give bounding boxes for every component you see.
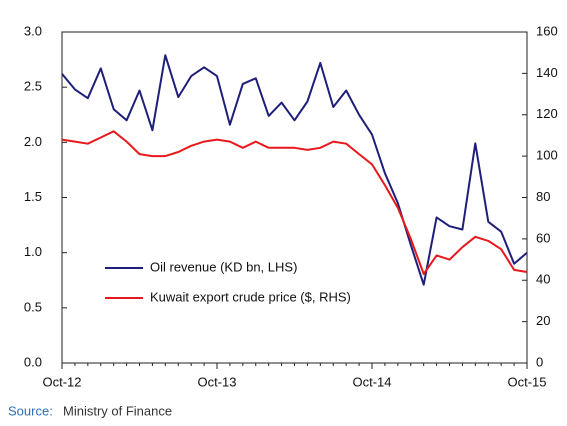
y-tick-label: 2.5: [24, 79, 42, 94]
line-series: [61, 130, 528, 275]
y2-tick-label: 120: [536, 106, 558, 121]
y-tick-label: 0.0: [24, 354, 42, 369]
y2-tick-label: 80: [536, 189, 550, 204]
y2-tick-label: 100: [536, 148, 558, 163]
plot-frame: [61, 31, 528, 364]
y-tick-label: 2.0: [24, 134, 42, 149]
y2-tick-label: 40: [536, 272, 550, 287]
x-tick-label: Oct-15: [507, 374, 546, 389]
y-tick-label: 0.5: [24, 299, 42, 314]
y-tick-label: 1.5: [24, 189, 42, 204]
x-tick-label: Oct-14: [352, 374, 391, 389]
line-series: [61, 54, 528, 286]
y2-tick-label: 160: [536, 23, 558, 38]
legend-label: Oil revenue (KD bn, LHS): [150, 259, 297, 274]
y2-tick-label: 60: [536, 230, 550, 245]
y-tick-label: 1.0: [24, 244, 42, 259]
source-label: Source:: [8, 403, 53, 418]
legend-label: Kuwait export crude price ($, RHS): [150, 289, 351, 304]
y2-tick-label: 140: [536, 65, 558, 80]
y2-tick-label: 20: [536, 313, 550, 328]
x-tick-label: Oct-12: [42, 374, 81, 389]
y2-tick-label: 0: [536, 354, 543, 369]
y-tick-label: 3.0: [24, 23, 42, 38]
x-tick-label: Oct-13: [197, 374, 236, 389]
source: Ministry of Finance: [63, 403, 172, 418]
